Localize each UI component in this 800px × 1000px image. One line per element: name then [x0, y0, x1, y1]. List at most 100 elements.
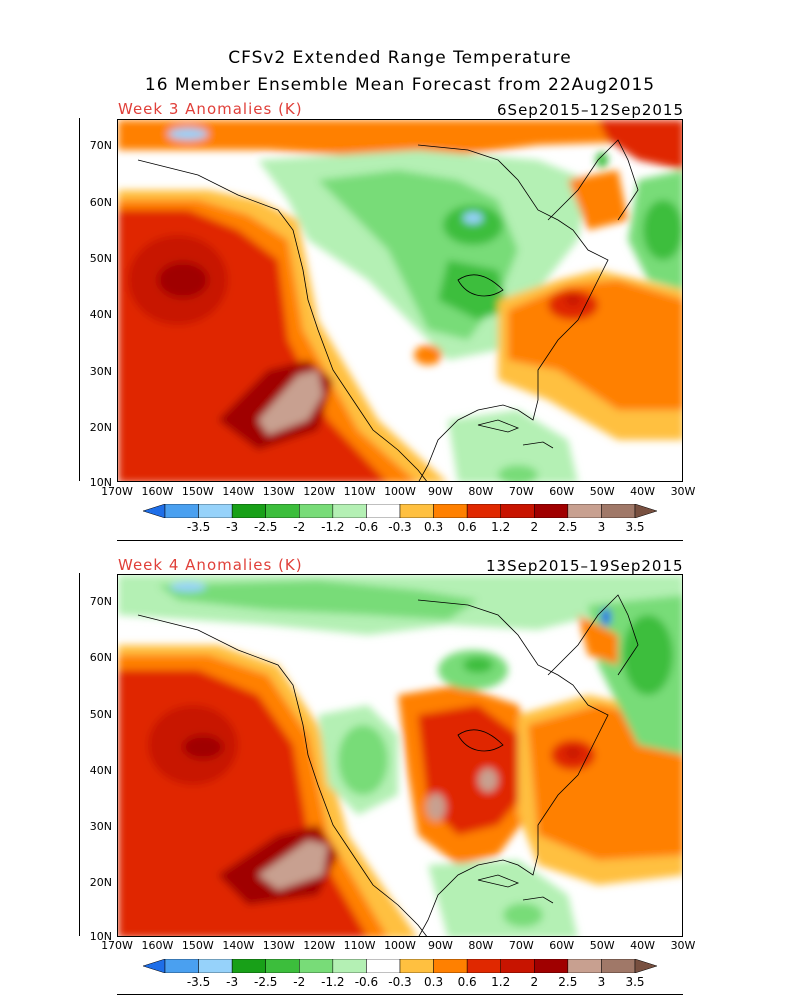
lon-tick: 150W — [181, 939, 214, 952]
lat-tick: 30N — [89, 820, 112, 833]
lat-tick: 30N — [89, 365, 112, 378]
colorbar-tick-label: -1.2 — [321, 975, 345, 989]
colorbar-min-arrow — [142, 503, 166, 519]
colorbar-tick-label: -1.2 — [321, 520, 345, 534]
lat-tick: 10N — [89, 476, 112, 489]
lon-tick: 40W — [630, 939, 655, 952]
colorbar-tick-label: -2.5 — [253, 975, 278, 989]
lat-tick: 40N — [89, 308, 112, 321]
lon-axis-week4: 170W 160W 150W 140W 130W 120W 110W 100W 90W 80W 70… — [0, 939, 800, 955]
colorbar-max-arrow — [634, 958, 658, 974]
colorbar-swatch — [299, 503, 334, 519]
colorbar-swatch — [601, 503, 636, 519]
colorbar-swatch — [534, 958, 569, 974]
title-line-1: CFSv2 Extended Range Temperature — [228, 48, 572, 68]
colorbar-swatch — [399, 503, 434, 519]
colorbar-swatch — [500, 958, 535, 974]
colorbar-tick-label: 3 — [597, 520, 606, 534]
colorbar-swatch — [164, 503, 199, 519]
colorbar-swatch — [299, 958, 334, 974]
lat-tick: 60N — [89, 651, 112, 664]
colorbar-swatch — [265, 958, 300, 974]
colorbar-swatch — [198, 503, 233, 519]
lon-tick: 170W — [101, 939, 133, 952]
colorbar-week3 — [142, 503, 658, 519]
lat-tick: 50N — [89, 708, 112, 721]
separator-week4 — [117, 994, 683, 995]
colorbar-swatch — [332, 958, 367, 974]
lon-tick: 90W — [427, 485, 453, 498]
colorbar-svg-week4 — [142, 958, 658, 974]
colorbar-tick-label: 1.2 — [491, 520, 511, 534]
lon-tick: 100W — [384, 485, 416, 498]
lon-tick: 120W — [303, 485, 336, 498]
lon-tick: 80W — [468, 939, 494, 952]
lon-tick: 150W — [181, 485, 214, 498]
colorbar-tick-label: -3.5 — [186, 520, 211, 534]
panel-week3-label: Week 3 Anomalies (K) — [118, 100, 303, 118]
colorbar-tick-label: -0.3 — [388, 975, 412, 989]
lon-tick: 130W — [262, 939, 295, 952]
colorbar-tick-label: 0.6 — [457, 520, 477, 534]
colorbar-swatch — [399, 958, 434, 974]
lon-tick: 100W — [384, 939, 416, 952]
colorbar-tick-label: -3 — [226, 520, 239, 534]
lon-tick: 90W — [427, 939, 453, 952]
colorbar-tick-label: -2 — [293, 520, 306, 534]
lon-tick: 50W — [589, 485, 615, 498]
colorbar-swatch — [567, 958, 602, 974]
colorbar-swatch — [466, 958, 501, 974]
lon-tick: 140W — [222, 939, 255, 952]
colorbar-max-arrow — [634, 503, 658, 519]
lon-tick: 70W — [508, 939, 534, 952]
colorbar-svg-week3 — [142, 503, 658, 519]
colorbar-swatch — [231, 958, 266, 974]
colorbar-swatch — [567, 503, 602, 519]
lon-tick: 60W — [549, 485, 575, 498]
lon-tick: 50W — [589, 939, 615, 952]
separator-week3 — [117, 540, 683, 541]
colorbar-tick-label: 1.2 — [491, 975, 511, 989]
panel-week3-dates: 6Sep2015–12Sep2015 — [497, 101, 685, 119]
lon-tick: 60W — [549, 939, 575, 952]
colorbar-swatch — [500, 503, 535, 519]
colorbar-swatch — [332, 503, 367, 519]
colorbar-swatch — [198, 958, 233, 974]
lon-tick: 140W — [222, 485, 255, 498]
lat-tick: 70N — [89, 139, 112, 152]
colorbar-tick-label: 3.5 — [625, 520, 645, 534]
colorbar-swatch — [366, 503, 401, 519]
lon-axis-week3: 170W 160W 150W 140W 130W 120W 110W 100W 90W 80W 70… — [0, 485, 800, 501]
lon-tick: 80W — [468, 485, 494, 498]
colorbar-tick-label: -2 — [293, 975, 306, 989]
lon-tick: 130W — [262, 485, 295, 498]
colorbar-swatch — [433, 958, 468, 974]
colorbar-tick-label: -0.6 — [354, 520, 379, 534]
panel-week4-label: Week 4 Anomalies (K) — [118, 556, 303, 574]
anomaly-map-week4 — [118, 575, 682, 936]
lat-tick: 60N — [89, 196, 112, 209]
colorbar-swatch — [366, 958, 401, 974]
colorbar-tick-label: -2.5 — [253, 520, 278, 534]
colorbar-tick-label: 2 — [530, 975, 539, 989]
lon-tick: 170W — [101, 485, 133, 498]
colorbar-tick-label: -3 — [226, 975, 239, 989]
colorbar-swatch — [231, 503, 266, 519]
colorbar-swatch — [466, 503, 501, 519]
colorbar-tick-label: -3.5 — [186, 975, 211, 989]
lat-tick: 20N — [89, 876, 112, 889]
lat-tick: 70N — [89, 595, 112, 608]
anomaly-map-week3 — [118, 120, 682, 481]
colorbar-tick-label: 0.3 — [424, 975, 444, 989]
colorbar-labels-week4: -3.5 -3 -2.5 -2 -1.2 -0.6 -0.3 0.3 0.6 1.2 2 2.5 3 3.… — [0, 975, 800, 991]
lon-tick: 40W — [630, 485, 655, 498]
lat-tick: 20N — [89, 421, 112, 434]
panel-week4-dates: 13Sep2015–19Sep2015 — [486, 557, 684, 575]
colorbar-swatch — [265, 503, 300, 519]
lon-tick: 30W — [670, 939, 696, 952]
lon-tick: 160W — [141, 939, 174, 952]
colorbar-tick-label: 2 — [530, 520, 539, 534]
colorbar-tick-label: 3 — [597, 975, 606, 989]
colorbar-tick-label: -0.3 — [388, 520, 412, 534]
colorbar-labels-week3: -3.5 -3 -2.5 -2 -1.2 -0.6 -0.3 0.3 0.6 1.2 2 2.5 3 3.… — [0, 520, 800, 536]
